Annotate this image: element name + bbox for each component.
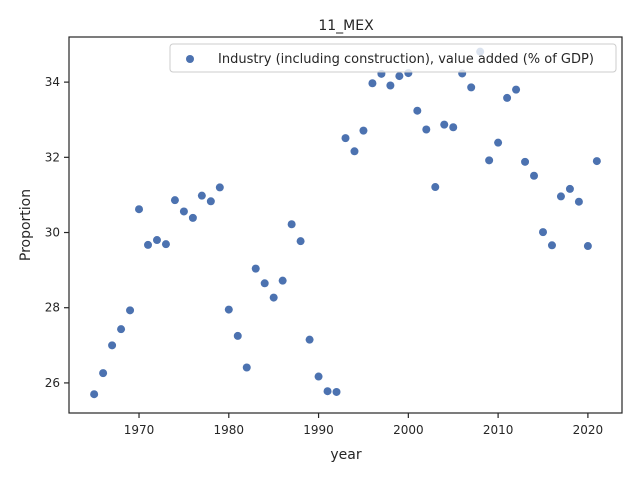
data-point-2012	[512, 85, 521, 94]
data-point-1967	[108, 341, 117, 350]
legend-frame	[169, 43, 617, 73]
chart-title: 11_MEX	[318, 18, 374, 34]
data-point-1989	[305, 335, 314, 344]
data-point-1980	[224, 305, 233, 314]
data-point-2014	[530, 171, 539, 180]
data-point-2016	[547, 241, 556, 250]
x-axis-label: year	[330, 447, 361, 463]
legend-marker-series-1	[186, 55, 194, 63]
data-point-1972	[152, 236, 161, 245]
data-point-2002	[422, 125, 431, 134]
data-point-1998	[386, 81, 395, 90]
x-tick-label-2000: 2000	[393, 423, 424, 437]
data-point-1993	[341, 134, 350, 143]
y-tick-label-30: 30	[45, 226, 60, 240]
data-point-1994	[350, 147, 359, 156]
data-points	[90, 47, 601, 399]
data-point-1969	[126, 306, 135, 315]
plot-frame	[68, 36, 623, 414]
data-point-1979	[215, 183, 224, 192]
y-axis-label: Proportion	[18, 189, 34, 261]
x-tick-label-1970: 1970	[124, 423, 155, 437]
data-point-1986	[278, 276, 287, 285]
data-point-1977	[197, 191, 206, 200]
data-point-2019	[574, 197, 583, 206]
y-axis-ticks: 26 28 30 32 34	[45, 75, 69, 390]
data-point-2020	[583, 242, 592, 251]
data-point-1973	[161, 240, 170, 249]
data-point-1976	[188, 213, 197, 222]
data-point-1966	[99, 369, 108, 378]
data-point-1999	[395, 72, 404, 81]
data-point-2005	[449, 123, 458, 132]
data-point-2010	[494, 138, 503, 147]
y-tick-label-34: 34	[45, 75, 60, 89]
data-point-1991	[323, 387, 332, 396]
x-tick-label-1990: 1990	[303, 423, 334, 437]
data-point-2003	[431, 183, 440, 192]
x-tick-label-2020: 2020	[573, 423, 604, 437]
data-point-2004	[440, 120, 449, 129]
y-tick-label-26: 26	[45, 376, 60, 390]
data-point-1968	[117, 325, 126, 334]
data-point-2015	[539, 228, 547, 237]
data-point-2021	[592, 157, 601, 166]
data-point-1975	[179, 207, 188, 216]
data-point-1988	[296, 237, 305, 246]
data-point-1996	[368, 79, 377, 88]
data-point-1970	[135, 205, 144, 214]
data-point-1985	[269, 293, 278, 302]
data-point-2007	[467, 83, 476, 92]
data-point-1995	[359, 126, 368, 135]
x-axis-ticks: 1970 1980 1990 2000 2010 2020	[124, 413, 603, 437]
data-point-1978	[206, 197, 215, 206]
y-tick-label-32: 32	[45, 150, 60, 164]
data-point-1987	[287, 220, 296, 229]
data-point-1990	[314, 372, 323, 381]
data-point-1971	[144, 240, 152, 249]
x-tick-label-2010: 2010	[483, 423, 514, 437]
data-point-1974	[170, 196, 179, 205]
legend: Industry (including construction), value…	[169, 43, 617, 73]
data-point-1965	[90, 390, 99, 399]
data-point-2017	[556, 192, 565, 201]
data-point-2013	[521, 157, 530, 166]
data-point-1984	[260, 279, 269, 288]
x-tick-label-1980: 1980	[214, 423, 245, 437]
data-point-2018	[565, 184, 574, 193]
data-point-1981	[233, 331, 242, 340]
data-point-2009	[485, 156, 494, 165]
data-point-2001	[413, 106, 422, 115]
y-tick-label-28: 28	[45, 301, 60, 315]
data-point-1992	[332, 387, 341, 396]
legend-label-series-1: Industry (including construction), value…	[218, 52, 594, 67]
data-point-1982	[242, 363, 251, 372]
data-point-2011	[503, 93, 512, 102]
data-point-1983	[251, 264, 260, 273]
